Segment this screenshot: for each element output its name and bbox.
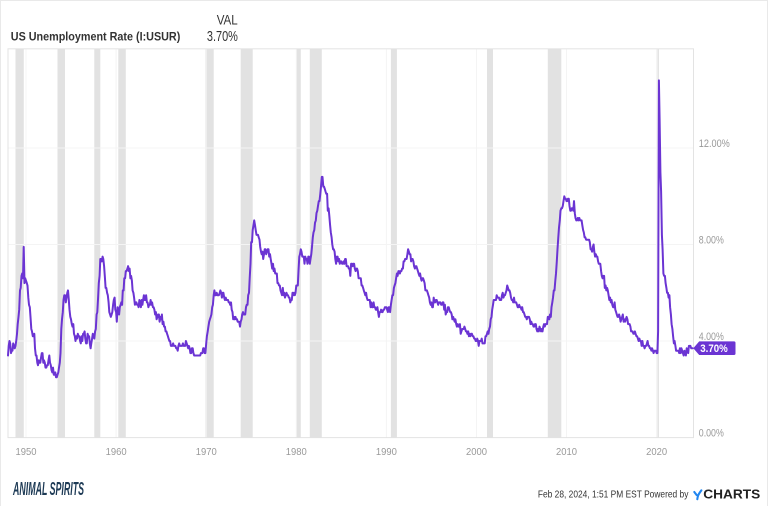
svg-text:8.00%: 8.00% xyxy=(699,234,724,246)
svg-text:2020: 2020 xyxy=(646,446,667,458)
svg-text:1960: 1960 xyxy=(106,446,127,458)
svg-text:ANIMAL SPIRITS: ANIMAL SPIRITS xyxy=(13,479,84,499)
svg-text:4.00%: 4.00% xyxy=(699,331,724,343)
svg-text:2000: 2000 xyxy=(466,446,487,458)
svg-text:0.00%: 0.00% xyxy=(699,427,724,439)
svg-text:US Unemployment Rate (I:USUR): US Unemployment Rate (I:USUR) xyxy=(11,29,181,43)
svg-text:1950: 1950 xyxy=(16,446,37,458)
svg-text:VAL: VAL xyxy=(217,13,238,28)
svg-text:3.70%: 3.70% xyxy=(207,28,238,45)
svg-text:1980: 1980 xyxy=(286,446,307,458)
svg-text:12.00%: 12.00% xyxy=(699,138,730,150)
svg-text:3.70%: 3.70% xyxy=(700,343,728,355)
svg-text:CHARTS: CHARTS xyxy=(703,487,760,502)
svg-text:Feb 28, 2024, 1:51 PM EST Powe: Feb 28, 2024, 1:51 PM EST Powered by xyxy=(538,489,689,501)
svg-text:1990: 1990 xyxy=(376,446,397,458)
svg-text:1970: 1970 xyxy=(196,446,217,458)
svg-text:2010: 2010 xyxy=(556,446,577,458)
